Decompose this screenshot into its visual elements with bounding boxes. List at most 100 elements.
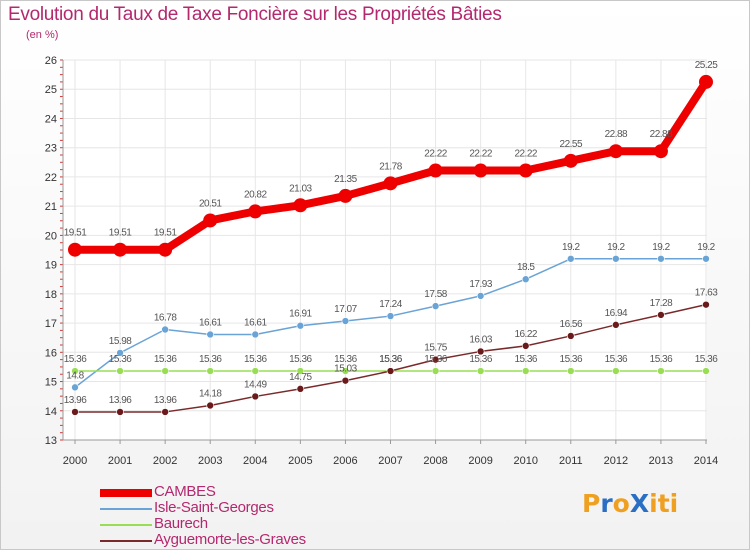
data-label: 20.82 [244,189,267,200]
data-point [251,330,260,339]
data-point [296,321,305,330]
data-point [341,317,350,325]
data-label: 15.36 [424,354,447,365]
data-label: 17.24 [379,299,402,310]
data-point [566,367,575,375]
y-tick-label: 26 [45,55,57,67]
legend-swatch [100,508,152,510]
logo-letter: X [629,489,650,518]
data-label: 15.36 [605,354,628,365]
data-point [296,385,305,393]
legend-swatch [100,540,152,542]
data-label: 15.36 [109,354,132,365]
data-point [161,367,169,375]
data-point [657,254,665,263]
data-point [68,242,82,257]
data-point [657,311,665,319]
data-point [699,74,713,89]
y-tick-label: 18 [45,289,57,301]
logo-letter: r [600,489,613,518]
data-point [428,163,443,178]
data-label: 15.36 [64,354,87,365]
x-tick-label: 2008 [423,455,447,467]
data-point [386,312,395,320]
data-point [612,254,620,263]
data-point [116,408,124,416]
data-point [431,302,440,310]
y-tick-label: 23 [45,143,57,155]
data-label: 15.36 [379,354,402,365]
x-tick-label: 2009 [468,455,492,467]
data-point [251,392,260,401]
data-label: 15.36 [469,354,492,365]
data-point [566,254,575,263]
data-point [71,408,79,416]
data-label: 15.75 [424,343,447,354]
x-tick-label: 2001 [108,455,132,467]
y-tick-label: 20 [45,230,57,242]
data-label: 15.36 [650,354,673,365]
logo-letter: P [582,489,601,518]
x-tick-label: 2010 [513,455,537,467]
proxiti-logo: ProXiti [582,489,678,518]
data-label: 15.36 [289,354,312,365]
data-point [476,367,485,375]
data-point [296,367,305,375]
logo-letter: o [612,489,630,518]
data-point [476,292,485,300]
data-label: 16.78 [154,313,177,324]
data-point [158,242,173,257]
data-point [206,401,215,410]
y-tick-label: 19 [45,260,57,272]
data-label: 15.03 [334,364,357,375]
series-lines [68,74,713,416]
data-point [386,367,395,375]
legend-label: CAMBES [154,483,216,500]
data-label: 18.5 [517,262,535,273]
legend-label: Isle-Saint-Georges [154,499,274,516]
data-label: 17.07 [334,304,357,315]
data-point [161,408,169,416]
data-point [206,330,215,339]
data-point [341,376,350,385]
legend-label: Ayguemorte-les-Graves [154,531,306,548]
data-point [431,367,440,375]
data-label: 21.35 [334,174,357,185]
data-point [702,367,710,375]
x-tick-label: 2013 [649,455,673,467]
data-label: 21.78 [379,161,402,172]
x-tick-label: 2002 [153,455,177,467]
data-label: 15.36 [560,354,583,365]
data-label: 16.56 [560,319,583,330]
data-label: 22.22 [424,148,447,159]
data-point [476,347,485,356]
data-point [702,254,710,263]
data-label: 14.75 [289,372,312,383]
data-point [431,355,440,364]
y-tick-label: 15 [45,377,57,389]
data-point [71,367,79,375]
data-point [608,144,623,159]
data-point [383,176,398,191]
data-label: 17.63 [695,288,718,299]
data-point [293,198,308,213]
y-tick-label: 16 [45,347,57,359]
data-point [657,367,665,375]
data-label: 17.28 [650,298,673,309]
data-point [612,367,620,375]
data-label: 15.36 [379,354,402,365]
data-point [116,367,124,375]
data-label: 13.96 [154,395,177,406]
data-point [161,325,169,334]
data-label: 15.36 [334,354,357,365]
y-tick-label: 25 [45,84,57,96]
data-label: 14.18 [199,389,222,400]
data-point [251,367,260,375]
data-point [563,153,578,168]
y-tick-label: 24 [45,113,57,125]
data-label: 19.2 [607,242,625,253]
data-label: 14.49 [244,379,267,390]
y-tick-label: 22 [45,172,57,184]
data-point [653,144,668,159]
data-label: 16.03 [469,334,492,345]
